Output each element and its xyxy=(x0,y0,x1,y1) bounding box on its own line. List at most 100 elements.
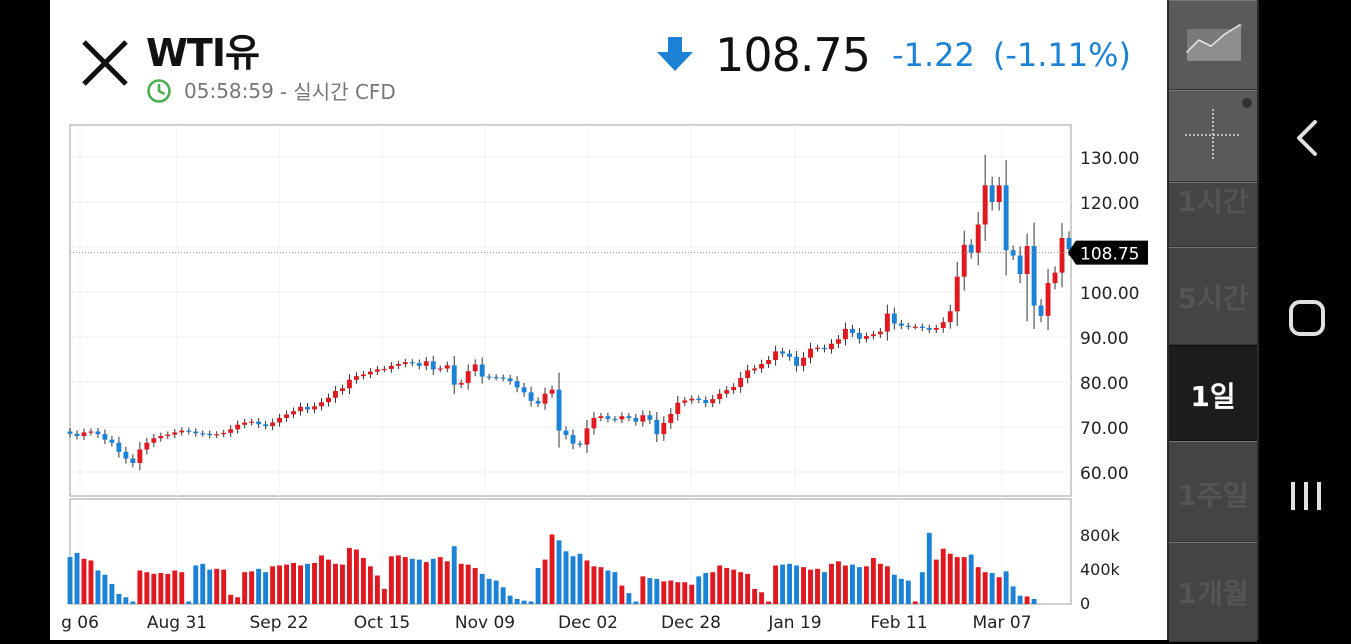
volume-bar xyxy=(319,555,324,604)
volume-bar xyxy=(277,565,283,604)
timeframe-1w[interactable]: 1주일 xyxy=(1177,479,1249,512)
candle-body xyxy=(849,328,855,333)
candle-body xyxy=(256,421,262,425)
volume-bar xyxy=(884,566,890,604)
volume-bar xyxy=(542,559,548,604)
volume-bar xyxy=(891,574,897,604)
candle-body xyxy=(675,402,681,414)
volume-bar xyxy=(374,575,380,604)
candle-body xyxy=(577,443,583,445)
volume-bar xyxy=(591,566,597,604)
candle-body xyxy=(165,434,171,436)
volume-bar xyxy=(402,557,408,604)
volume-bar xyxy=(123,597,129,604)
volume-bar xyxy=(689,584,695,604)
close-icon[interactable] xyxy=(80,38,130,88)
down-arrow-icon xyxy=(657,37,694,71)
volume-bar xyxy=(214,568,220,604)
volume-bar xyxy=(409,558,415,604)
candle-body xyxy=(95,431,101,435)
candle-body xyxy=(591,418,597,429)
date-tick-label: Feb 11 xyxy=(870,613,927,633)
candle-body xyxy=(829,343,834,350)
candle-body xyxy=(542,393,548,404)
volume-bar xyxy=(996,577,1002,604)
volume-bar xyxy=(961,557,967,604)
price-change-percent: (-1.11%) xyxy=(992,36,1131,74)
volume-bar xyxy=(912,601,918,604)
candle-body xyxy=(109,439,115,443)
date-tick-label: Dec 02 xyxy=(558,613,618,633)
volume-bar xyxy=(353,549,359,604)
volume-bar xyxy=(249,571,255,604)
volume-bar xyxy=(67,557,73,604)
candle-body xyxy=(759,364,765,369)
candle-body xyxy=(584,428,590,445)
timeframe-5h[interactable]: 5시간 xyxy=(1177,282,1249,315)
volume-bar xyxy=(787,563,793,604)
crosshair-button[interactable] xyxy=(1169,90,1257,182)
recents-icon[interactable] xyxy=(1291,482,1321,510)
volume-bar xyxy=(165,573,171,604)
candle-body xyxy=(745,370,751,378)
candle-body xyxy=(640,415,646,422)
volume-bar xyxy=(1024,596,1030,604)
candle-body xyxy=(598,416,604,418)
volume-bar xyxy=(661,581,667,604)
candle-body xyxy=(647,415,653,420)
date-tick-label: g 06 xyxy=(61,613,99,633)
price-chart[interactable]: 130.00120.00110.00100.0090.0080.0070.006… xyxy=(50,0,1167,640)
volume-bar xyxy=(74,552,80,604)
candle-body xyxy=(353,376,359,380)
candle-body xyxy=(696,398,702,400)
candle-body xyxy=(340,388,345,391)
volume-bar xyxy=(801,567,806,604)
candle-body xyxy=(661,422,667,435)
timeframe-1d[interactable]: 1일 xyxy=(1190,380,1236,413)
candle-body xyxy=(228,429,234,433)
volume-bar xyxy=(102,574,108,604)
volume-bar xyxy=(514,598,520,604)
volume-bar xyxy=(437,557,443,604)
volume-bar xyxy=(88,560,94,604)
candle-body xyxy=(773,351,779,360)
candle-body xyxy=(214,434,220,436)
volume-bar xyxy=(940,548,946,604)
candle-body xyxy=(102,434,108,440)
timeframe-1h[interactable]: 1시간 xyxy=(1177,185,1249,218)
candle-body xyxy=(605,416,611,419)
volume-bar xyxy=(829,563,834,604)
volume-bar xyxy=(458,563,464,604)
timeframe-1m[interactable]: 1개월 xyxy=(1177,577,1249,610)
candle-body xyxy=(975,224,981,253)
quote-subtitle: - 실시간 CFD xyxy=(279,80,396,104)
volume-bar xyxy=(954,557,960,604)
volume-bar xyxy=(982,572,988,604)
volume-plot-frame xyxy=(69,498,1072,605)
candle-body xyxy=(563,430,569,436)
volume-bar xyxy=(898,578,904,604)
price-tick-label: 100.00 xyxy=(1080,284,1139,304)
home-icon[interactable] xyxy=(1289,300,1325,336)
candle-body xyxy=(88,431,94,433)
candle-body xyxy=(1059,238,1065,273)
candle-body xyxy=(612,418,618,421)
candle-body xyxy=(947,311,953,323)
volume-bar xyxy=(493,580,499,604)
candle-body xyxy=(312,406,317,410)
candle-body xyxy=(619,416,625,420)
candle-body xyxy=(521,387,527,393)
date-tick-label: Mar 07 xyxy=(972,613,1031,633)
candle-body xyxy=(710,399,716,404)
candle-body xyxy=(465,371,471,383)
candle-body xyxy=(158,436,164,439)
back-icon[interactable] xyxy=(1297,120,1317,156)
quote-time: 05:58:59 xyxy=(184,78,274,103)
candle-body xyxy=(528,392,534,401)
price-tick-label: 70.00 xyxy=(1080,419,1129,439)
volume-bar xyxy=(696,576,702,604)
candle-body xyxy=(451,365,457,385)
realtime-subline: 05:58:59 - 실시간 CFD xyxy=(146,76,396,105)
chart-type-button[interactable] xyxy=(1169,0,1257,90)
candle-body xyxy=(919,326,925,328)
